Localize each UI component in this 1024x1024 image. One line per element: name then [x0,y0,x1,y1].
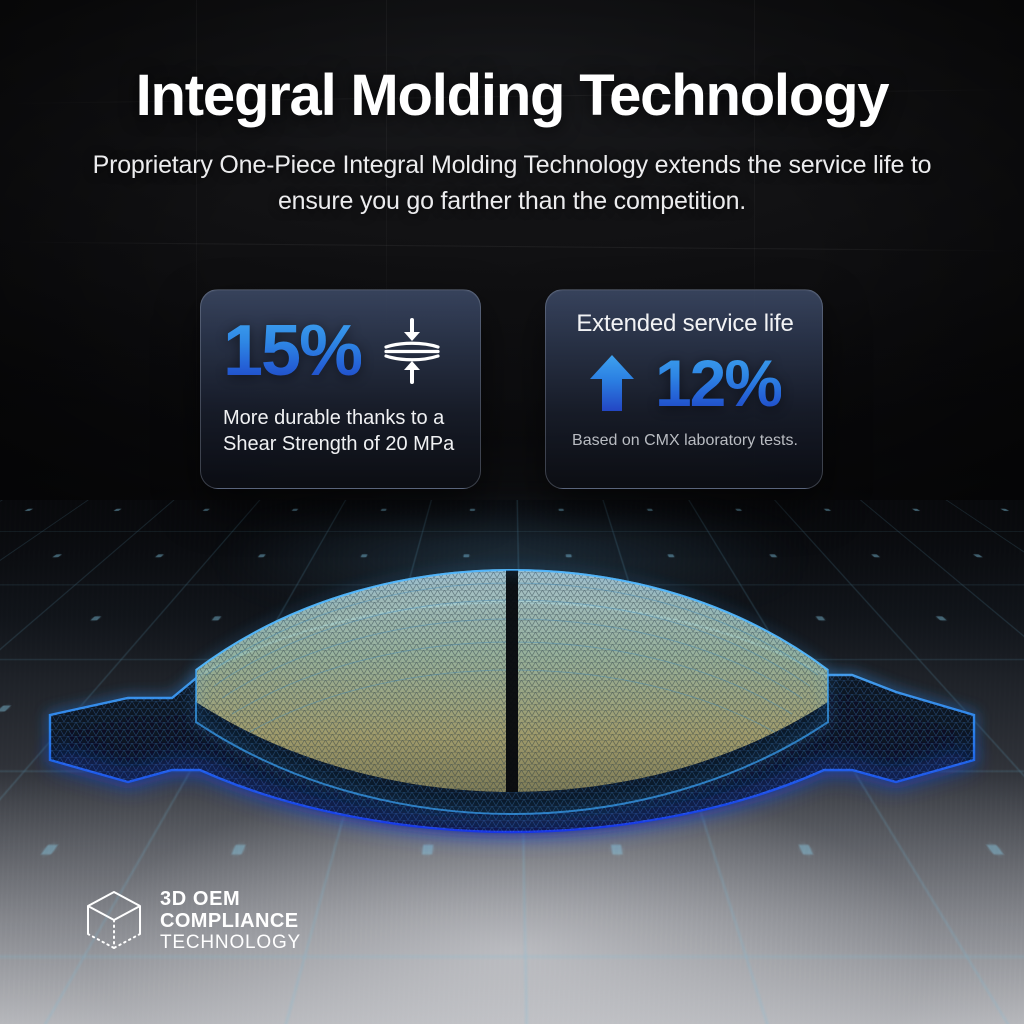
brand-logo-line3: TECHNOLOGY [160,931,302,953]
studio-backdrop [0,0,1024,560]
service-life-stat-value: 12% [654,346,783,420]
up-arrow-icon [589,355,634,411]
pad-friction-side [196,702,828,814]
pad-rim-highlight [195,568,829,816]
durability-card: 15% More durable thanks to a Shear Stren… [200,289,481,489]
pad-friction-material [195,568,829,792]
brand-logo-text: 3D OEM COMPLIANCE TECHNOLOGY [160,889,301,952]
brake-pad-wireframe-svg [48,568,976,834]
page-subtitle: Proprietary One-Piece Integral Molding T… [92,151,932,215]
service-life-note: Based on CMX laboratory tests. [572,432,798,449]
durability-stat-row: 15% [223,312,463,390]
durability-description: More durable thanks to a Shear Strength … [223,407,455,456]
backdrop-vignette [0,0,1024,560]
brake-pad-hero [0,470,1024,890]
brand-logo: 3D OEM COMPLIANCE TECHNOLOGY [84,884,344,956]
service-life-card: Extended service life 12% Based on CMX l… [545,289,823,489]
cube-wireframe-icon [87,891,141,949]
page-title: Integral Molding Technology [135,63,890,128]
compression-arrows-icon [384,318,440,384]
brand-logo-line2: COMPLIANCE [160,909,299,932]
brand-logo-line1: 3D OEM [160,887,241,910]
service-life-heading: Extended service life [576,310,794,337]
durability-stat-value: 15% [223,311,363,391]
service-life-stat-row: 12% [546,346,822,420]
pad-bottom-glow [51,754,973,834]
